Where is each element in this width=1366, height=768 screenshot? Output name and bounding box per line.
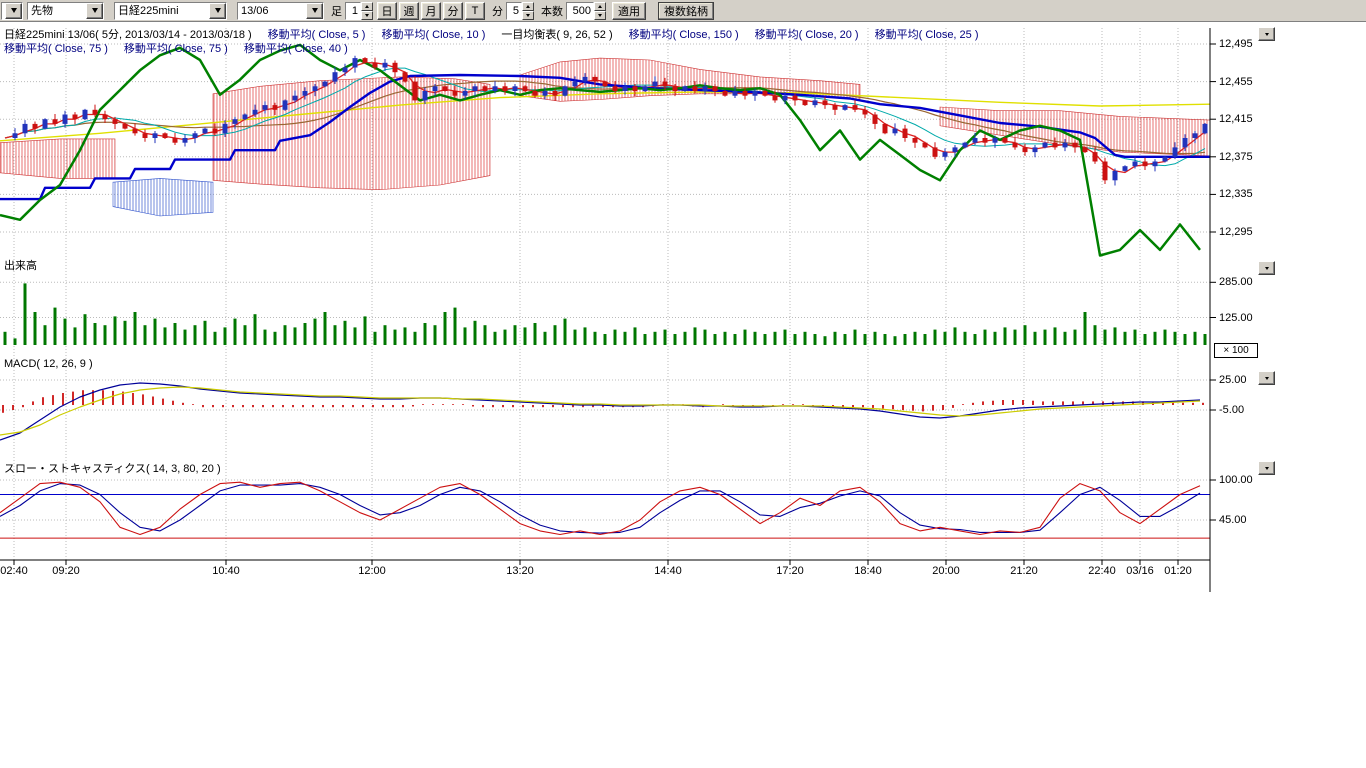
legend-row-2: 移動平均( Close, 75 ) 移動平均( Close, 75 ) 移動平均( …	[4, 40, 364, 56]
minutes-label: 分	[492, 3, 503, 19]
stoch-pane-scroll-down-button[interactable]	[1258, 461, 1275, 475]
legend-item: 移動平均( Close, 20 )	[755, 29, 859, 41]
legend-item: 一目均衡表( 9, 26, 52 )	[501, 29, 612, 41]
bar-count-label: 本数	[541, 3, 563, 19]
period-button-分[interactable]: 分	[443, 2, 463, 20]
toolbar: 先物 日経225mini 13/06 足 1 日週月分T 分 5 本数 500	[0, 0, 1366, 22]
period-button-週[interactable]: 週	[399, 2, 419, 20]
symbol-combo-value: 日経225mini	[115, 3, 209, 19]
spin-up-icon[interactable]	[522, 2, 534, 11]
multi-symbol-button[interactable]: 複数銘柄	[658, 2, 714, 20]
apply-button[interactable]: 適用	[612, 2, 646, 20]
spin-up-icon[interactable]	[594, 2, 606, 11]
mini-combo-arrow-icon[interactable]	[5, 3, 22, 19]
volume-pane-label: 出来高	[4, 257, 37, 273]
bar-interval-spinner[interactable]: 1	[345, 2, 373, 20]
symbol-combo[interactable]: 日経225mini	[114, 2, 227, 20]
symbol-combo-arrow-icon[interactable]	[209, 3, 226, 19]
category-combo-arrow-icon[interactable]	[86, 3, 103, 19]
period-button-日[interactable]: 日	[377, 2, 397, 20]
legend-item: 移動平均( Close, 40 )	[244, 43, 348, 55]
legend-item: 移動平均( Close, 75 )	[4, 43, 108, 55]
bar-count-value[interactable]: 500	[566, 2, 594, 20]
period-button-group: 日週月分T	[375, 2, 485, 20]
bar-count-spinner[interactable]: 500	[566, 2, 606, 20]
minutes-spinner[interactable]: 5	[506, 2, 534, 20]
period-button-月[interactable]: 月	[421, 2, 441, 20]
spin-down-icon[interactable]	[361, 11, 373, 20]
mini-combo[interactable]	[1, 2, 23, 20]
category-combo-value: 先物	[28, 3, 86, 19]
category-combo[interactable]: 先物	[27, 2, 104, 20]
period-button-T[interactable]: T	[465, 2, 485, 20]
spin-up-icon[interactable]	[361, 2, 373, 11]
contract-combo-arrow-icon[interactable]	[306, 3, 323, 19]
bar-type-label: 足	[331, 3, 342, 19]
volume-pane-scroll-down-button[interactable]	[1258, 261, 1275, 275]
macd-pane-scroll-down-button[interactable]	[1258, 371, 1275, 385]
bar-interval-value[interactable]: 1	[345, 2, 361, 20]
volume-scale-badge: × 100	[1214, 343, 1258, 358]
contract-combo[interactable]: 13/06	[237, 2, 324, 20]
stoch-pane-label: スロー・ストキャスティクス( 14, 3, 80, 20 )	[4, 460, 221, 476]
spin-down-icon[interactable]	[594, 11, 606, 20]
spin-down-icon[interactable]	[522, 11, 534, 20]
macd-pane-label: MACD( 12, 26, 9 )	[4, 358, 93, 370]
legend-item: 移動平均( Close, 150 )	[629, 29, 739, 41]
chart-canvas[interactable]	[0, 0, 1280, 600]
contract-combo-value: 13/06	[238, 3, 306, 19]
price-pane-scroll-down-button[interactable]	[1258, 27, 1275, 41]
minutes-value[interactable]: 5	[506, 2, 522, 20]
legend-item: 移動平均( Close, 25 )	[875, 29, 979, 41]
legend-item: 移動平均( Close, 10 )	[381, 29, 485, 41]
legend-item: 移動平均( Close, 75 )	[124, 43, 228, 55]
